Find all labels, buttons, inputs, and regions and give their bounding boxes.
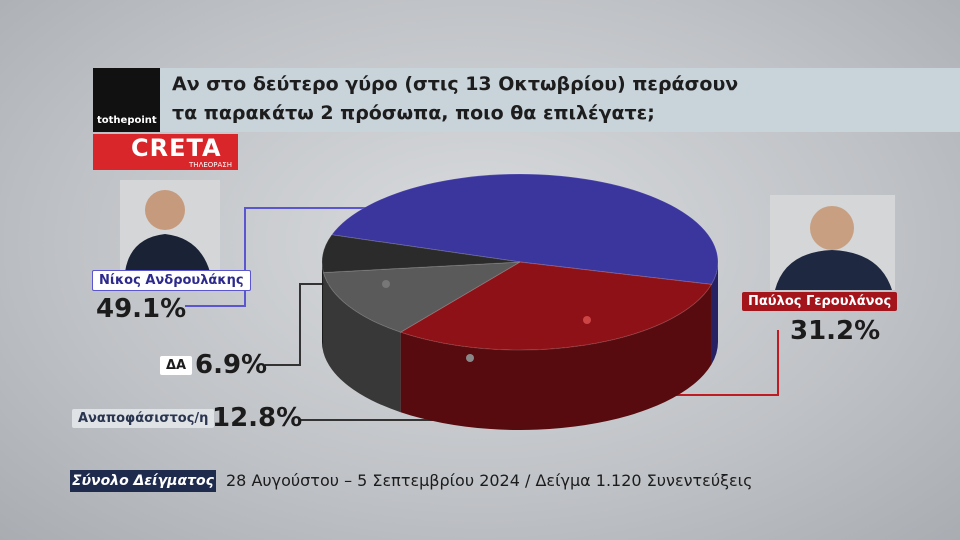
footer-text: 28 Αυγούστου – 5 Σεπτεμβρίου 2024 / Δείγ… xyxy=(226,471,753,490)
channel-name: CRETA xyxy=(131,134,222,162)
slice xyxy=(399,261,713,351)
slice-side xyxy=(400,284,712,430)
slice xyxy=(330,173,719,285)
legend-label: Αναποφάσιστος/η xyxy=(72,409,215,428)
footer-label: Σύνολο Δείγματος xyxy=(70,470,216,492)
slice-side xyxy=(322,262,324,353)
legend-label: ΔΑ xyxy=(160,356,193,375)
agency-name: tothepoint xyxy=(97,115,157,126)
value-label: 6.9% xyxy=(195,350,268,380)
value-label: 31.2% xyxy=(790,316,881,346)
legend-label: Νίκος Ανδρουλάκης xyxy=(92,270,251,291)
channel-logo: CRETA ΤΗΛΕΟΡΑΣΗ xyxy=(93,134,238,170)
slice-side xyxy=(711,262,718,365)
slice-side xyxy=(323,272,401,413)
leader-dots xyxy=(382,280,591,362)
channel-sub: ΤΗΛΕΟΡΑΣΗ xyxy=(189,161,232,169)
title-bar xyxy=(160,68,960,132)
legend-label: Παύλος Γερουλάνος xyxy=(742,292,898,311)
value-label: 49.1% xyxy=(96,294,187,324)
photo-left xyxy=(120,180,220,272)
value-label: 12.8% xyxy=(212,403,303,433)
slice xyxy=(321,234,521,274)
pie xyxy=(321,173,719,430)
slice xyxy=(322,261,521,333)
photo-right xyxy=(770,195,895,290)
agency-logo: tothepoint xyxy=(93,68,160,132)
chart-title: Αν στο δεύτερο γύρο (στις 13 Οκτωβρίου) … xyxy=(172,73,739,124)
